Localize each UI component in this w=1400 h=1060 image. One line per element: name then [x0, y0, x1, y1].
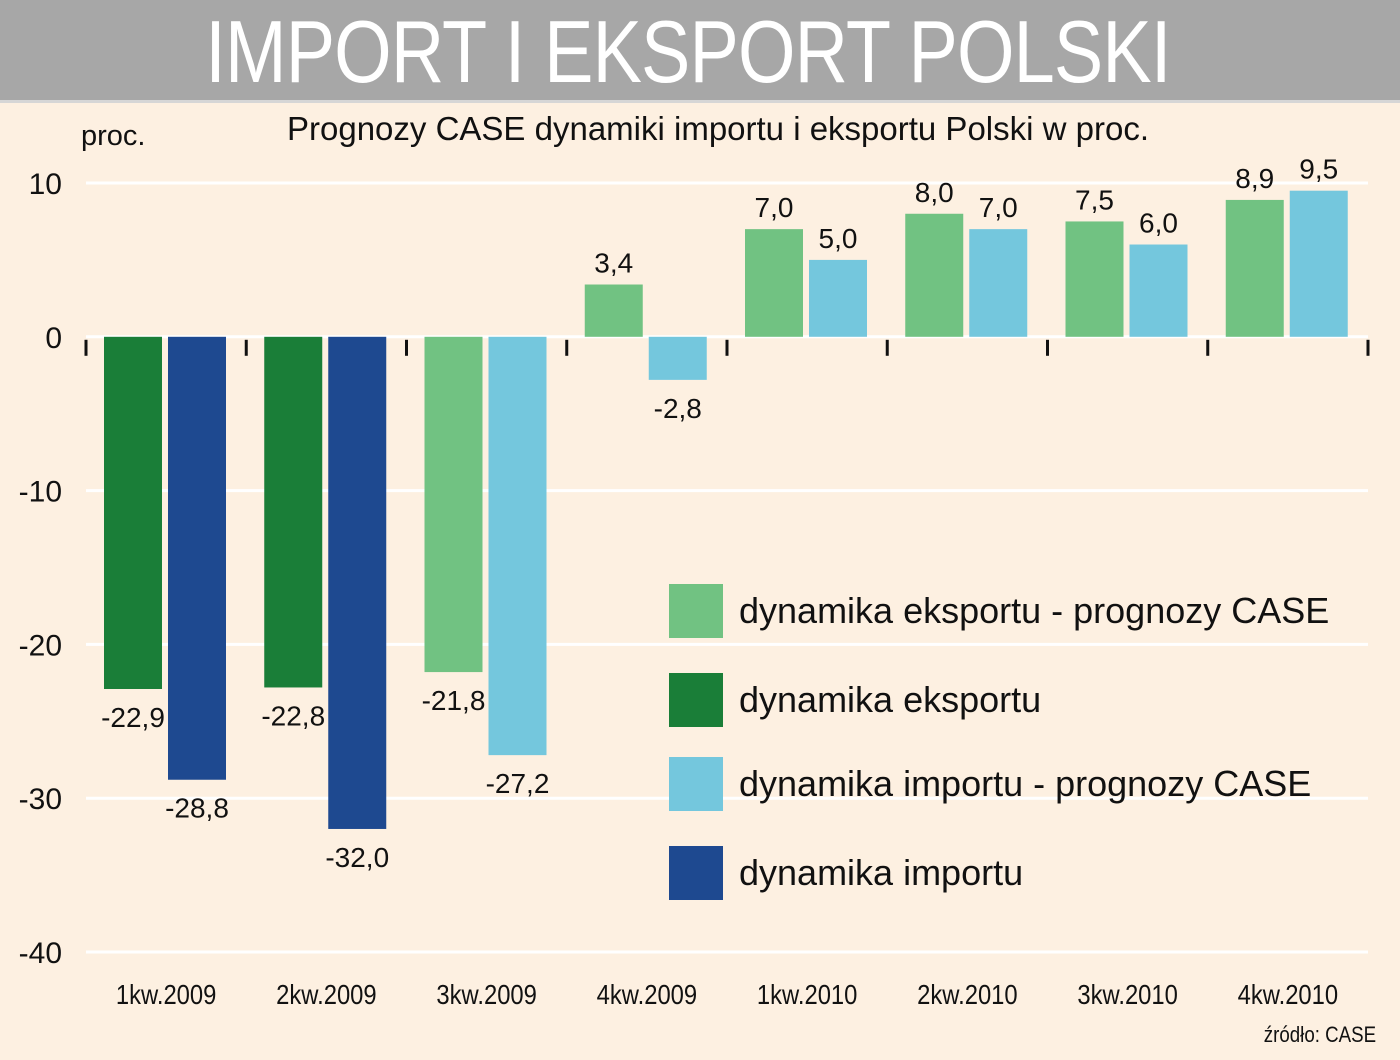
x-tick-label: 4kw.2010: [1238, 978, 1339, 1010]
y-tick-label: 10: [29, 168, 62, 201]
y-axis-unit-label: proc.: [81, 120, 146, 152]
bar-export: [424, 336, 483, 673]
data-label-import: -2,8: [654, 393, 702, 424]
data-label-import: 7,0: [979, 192, 1018, 223]
x-tick-label: 1kw.2009: [116, 978, 217, 1010]
data-label-export: 8,0: [915, 177, 954, 208]
y-tick-label: -20: [19, 629, 62, 662]
legend-label-export-forecast: dynamika eksportu - prognozy CASE: [739, 590, 1330, 631]
legend-label-export: dynamika eksportu: [739, 679, 1042, 720]
source-note: źródło: CASE: [1263, 1022, 1376, 1047]
bar-export: [584, 284, 643, 337]
bar-export: [905, 213, 964, 337]
data-label-export: -21,8: [422, 685, 486, 716]
y-tick-label: -40: [19, 937, 62, 970]
bar-export: [745, 229, 803, 337]
data-label-import: 5,0: [819, 223, 858, 254]
legend-swatch-import-forecast: [669, 757, 723, 811]
data-label-import: -28,8: [165, 793, 229, 824]
y-tick-label: -10: [19, 476, 62, 509]
data-label-export: 8,9: [1235, 163, 1274, 194]
legend-swatch-import: [669, 846, 723, 900]
y-tick-label: -30: [19, 783, 62, 816]
x-tick-label: 1kw.2010: [757, 978, 858, 1010]
data-label-import: 9,5: [1299, 154, 1338, 185]
x-tick-label: 4kw.2009: [597, 978, 698, 1010]
y-tick-label: 0: [45, 322, 62, 355]
bar-import: [809, 259, 867, 337]
data-label-import: -32,0: [325, 842, 389, 873]
page-title: IMPORT I EKSPORT POLSKI: [205, 2, 1171, 101]
x-tick-label: 2kw.2009: [276, 978, 377, 1010]
legend-label-import-forecast: dynamika importu - prognozy CASE: [739, 763, 1312, 804]
bar-import: [1289, 190, 1348, 337]
data-label-import: -27,2: [486, 768, 550, 799]
title-banner: IMPORT I EKSPORT POLSKI: [0, 0, 1400, 103]
bar-export: [1065, 221, 1124, 337]
legend-swatch-export-forecast: [669, 584, 723, 638]
bar-export: [104, 336, 162, 690]
data-label-export: 7,5: [1075, 184, 1114, 215]
x-tick-label: 3kw.2010: [1077, 978, 1178, 1010]
data-label-export: 3,4: [594, 248, 633, 279]
bar-import: [648, 336, 707, 380]
data-label-import: 6,0: [1139, 208, 1178, 239]
data-label-export: 7,0: [755, 192, 794, 223]
bar-import: [969, 229, 1028, 337]
x-tick-label: 2kw.2010: [917, 978, 1018, 1010]
bar-export: [1225, 199, 1284, 337]
bar-import: [168, 336, 226, 780]
data-label-export: -22,8: [261, 700, 325, 731]
bar-import: [1129, 244, 1188, 337]
x-tick-label: 3kw.2009: [436, 978, 537, 1010]
chart-title: Prognozy CASE dynamiki importu i eksport…: [287, 110, 1149, 147]
bar-export: [264, 336, 323, 688]
data-label-export: -22,9: [101, 702, 165, 733]
bar-import: [488, 336, 547, 756]
legend-swatch-export: [669, 673, 723, 727]
legend-label-import: dynamika importu: [739, 852, 1024, 893]
bar-import: [328, 336, 387, 829]
